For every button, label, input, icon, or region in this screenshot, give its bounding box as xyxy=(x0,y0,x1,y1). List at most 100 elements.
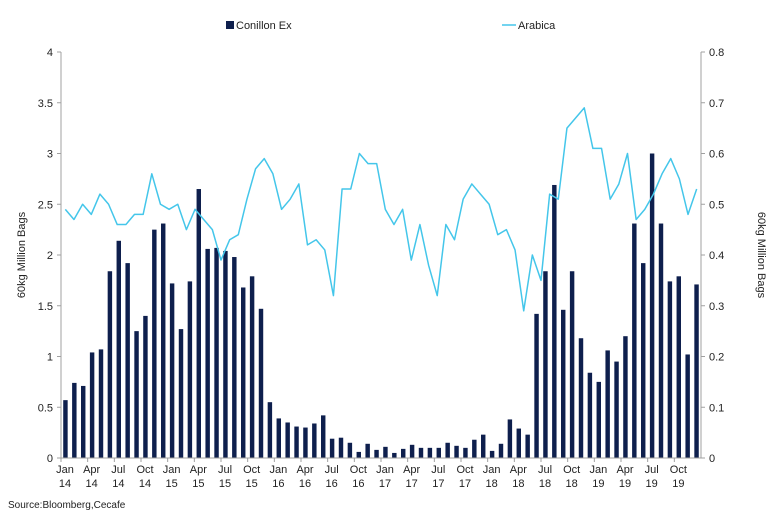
conillon-bar-41 xyxy=(427,447,433,458)
x-tick-month-13: Apr xyxy=(403,464,420,476)
x-tick-month-22: Jul xyxy=(645,464,659,476)
conillon-bar-43 xyxy=(445,442,450,458)
conillon-bar-5 xyxy=(107,271,113,458)
conillon-bar-19 xyxy=(232,257,237,458)
x-tick-year-13: 17 xyxy=(406,478,418,490)
x-tick-month-0: Jan xyxy=(56,464,74,476)
x-tick-month-14: Jul xyxy=(431,464,445,476)
conillon-bar-60 xyxy=(596,381,601,459)
right-tick-label-6: 0.6 xyxy=(709,149,724,161)
x-tick-month-11: Oct xyxy=(350,464,367,476)
x-tick-month-6: Jul xyxy=(218,464,232,476)
conillon-bar-66 xyxy=(649,153,655,458)
conillon-bar-47 xyxy=(481,434,486,458)
x-tick-month-1: Apr xyxy=(83,464,100,476)
legend-label-conillon: Conillon Ex xyxy=(236,20,292,32)
conillon-bar-45 xyxy=(463,447,468,458)
conillon-bar-37 xyxy=(392,452,397,458)
line-group xyxy=(64,107,698,312)
conillon-bar-63 xyxy=(623,336,628,458)
conillon-bar-51 xyxy=(516,428,521,458)
x-tick-month-16: Jan xyxy=(483,464,501,476)
x-tick-month-9: Apr xyxy=(296,464,313,476)
x-tick-year-17: 18 xyxy=(512,478,524,490)
conillon-bar-16 xyxy=(205,248,210,458)
conillon-bar-48 xyxy=(489,450,495,458)
x-tick-month-4: Jan xyxy=(163,464,181,476)
arabica-line xyxy=(64,107,698,312)
right-tick-label-4: 0.4 xyxy=(709,250,724,262)
conillon-bar-39 xyxy=(409,444,415,458)
conillon-bar-61 xyxy=(605,350,610,458)
conillon-bar-42 xyxy=(436,447,441,458)
conillon-bar-27 xyxy=(303,427,308,458)
x-tick-year-5: 15 xyxy=(192,478,204,490)
left-tick-label-0: 0 xyxy=(47,453,53,465)
conillon-bar-62 xyxy=(614,361,619,458)
conillon-bar-1 xyxy=(72,382,77,458)
conillon-bar-13 xyxy=(178,329,184,458)
conillon-bar-4 xyxy=(98,349,104,458)
conillon-bar-21 xyxy=(249,276,255,458)
x-tick-month-17: Apr xyxy=(510,464,527,476)
axes-group: 0 0.5 1 1.5 2 2.5 3 3.5 4 0 0.1 0.2 0.3 0.4 0.5 0.6 0.7 0… xyxy=(38,47,725,490)
x-tick-year-22: 19 xyxy=(646,478,658,490)
x-tick-year-1: 14 xyxy=(86,478,98,490)
left-axis-title: 60kg Million Bags xyxy=(16,211,28,298)
conillon-bar-20 xyxy=(241,287,246,458)
x-tick-year-18: 18 xyxy=(539,478,551,490)
right-tick-label-8: 0.8 xyxy=(709,47,724,59)
x-tick-year-16: 18 xyxy=(486,478,498,490)
x-tick-month-12: Jan xyxy=(376,464,394,476)
x-tick-year-15: 17 xyxy=(459,478,471,490)
x-tick-year-2: 14 xyxy=(112,478,124,490)
conillon-bar-10 xyxy=(152,229,157,459)
conillon-bar-34 xyxy=(365,443,370,458)
conillon-bar-31 xyxy=(338,437,344,458)
legend-label-arabica: Arabica xyxy=(518,20,556,32)
x-tick-year-11: 16 xyxy=(352,478,364,490)
right-axis-title: 60kg Million Bags xyxy=(755,212,767,299)
left-tick-label-8: 4 xyxy=(47,47,53,59)
right-tick-label-1: 0.1 xyxy=(709,402,724,414)
conillon-bar-8 xyxy=(134,331,139,459)
x-tick-year-14: 17 xyxy=(432,478,444,490)
conillon-bar-11 xyxy=(161,223,166,458)
legend: Conillon Ex Arabica xyxy=(226,20,556,32)
x-tick-month-10: Jul xyxy=(325,464,339,476)
left-tick-label-2: 1 xyxy=(47,352,53,364)
conillon-bar-70 xyxy=(685,354,690,458)
left-tick-label-1: 0.5 xyxy=(38,402,53,414)
x-tick-year-0: 14 xyxy=(59,478,71,490)
conillon-bar-71 xyxy=(694,284,699,458)
conillon-bar-23 xyxy=(267,402,273,458)
conillon-bar-44 xyxy=(454,445,459,458)
conillon-bar-3 xyxy=(89,352,95,458)
conillon-bar-64 xyxy=(632,223,637,458)
conillon-bar-69 xyxy=(676,276,681,458)
x-tick-month-5: Apr xyxy=(190,464,207,476)
conillon-bar-57 xyxy=(569,271,575,458)
x-tick-year-9: 16 xyxy=(299,478,311,490)
conillon-bar-33 xyxy=(356,451,361,458)
conillon-bar-18 xyxy=(223,250,228,458)
left-tick-label-4: 2 xyxy=(47,250,53,262)
conillon-bar-35 xyxy=(374,449,379,458)
conillon-bar-38 xyxy=(401,448,406,458)
conillon-bar-32 xyxy=(347,442,353,458)
x-tick-month-23: Oct xyxy=(670,464,687,476)
x-tick-month-15: Oct xyxy=(456,464,473,476)
x-tick-year-6: 15 xyxy=(219,478,231,490)
x-tick-month-19: Oct xyxy=(563,464,580,476)
bars-group xyxy=(63,153,699,459)
x-tick-year-20: 19 xyxy=(592,478,604,490)
legend-swatch-conillon xyxy=(226,21,234,29)
right-tick-label-0: 0 xyxy=(709,453,715,465)
x-tick-month-21: Apr xyxy=(616,464,633,476)
conillon-bar-68 xyxy=(667,281,673,458)
right-tick-label-3: 0.3 xyxy=(709,301,724,313)
x-tick-month-18: Jul xyxy=(538,464,552,476)
conillon-bar-67 xyxy=(658,223,664,458)
x-tick-year-7: 15 xyxy=(246,478,258,490)
